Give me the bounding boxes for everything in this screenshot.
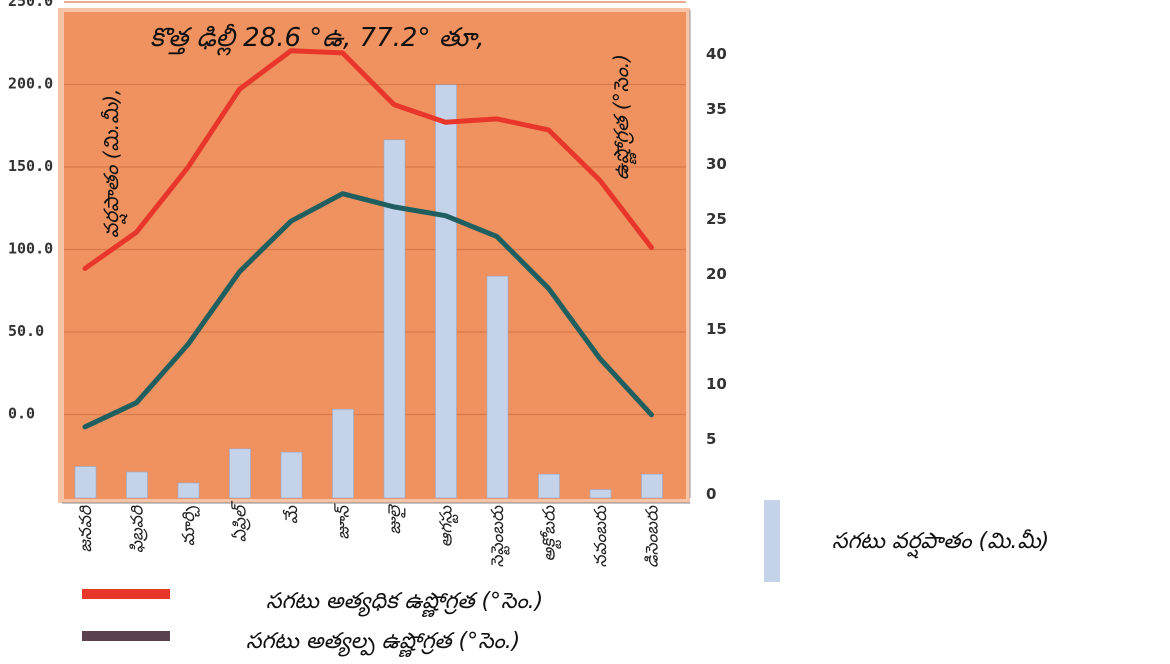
rain-bar	[75, 467, 96, 499]
legend-swatch-max-temp	[82, 589, 170, 599]
rain-bar	[281, 452, 302, 498]
right-tick-label: 10	[706, 375, 727, 393]
right-tick-label: 5	[706, 430, 716, 448]
right-tick-label: 25	[706, 210, 727, 228]
rain-bar	[384, 140, 405, 498]
rain-bar	[539, 474, 560, 498]
right-tick-label: 35	[706, 100, 727, 118]
left-tick-label: 150.0	[8, 157, 53, 175]
rain-bar	[590, 490, 611, 498]
month-label: మార్చి	[179, 506, 200, 546]
legend: సగటు వర్షపాతం (మి.మీ) సగటు అత్యధిక ఉష్ణోగ…	[82, 500, 1049, 658]
rain-bar	[230, 449, 251, 498]
rain-bar	[178, 483, 199, 498]
plot-area	[58, 2, 690, 503]
month-label: సెప్టెంబరు	[488, 505, 510, 567]
rain-bar	[436, 85, 457, 498]
right-tick-label: 0	[706, 485, 716, 503]
rain-bar	[487, 276, 508, 498]
left-tick-label: 100.0	[8, 240, 53, 258]
rain-bar	[333, 409, 354, 498]
right-tick-label: 20	[706, 265, 727, 283]
legend-label-max-temp: సగటు అత్యధిక ఉష్ణోగ్రత (°సెం.)	[266, 589, 543, 618]
month-label: జూన్	[334, 503, 354, 540]
right-axis-title: ఉష్ణోగ్రత (°సెం.)	[609, 54, 637, 180]
month-label: ఫిబ్రవరి	[128, 505, 148, 553]
right-tick-label: 30	[706, 155, 727, 173]
rain-bar	[127, 472, 148, 498]
month-label: జులై	[385, 504, 406, 534]
month-label: అక్టోబరు	[540, 505, 562, 562]
right-tick-label: 40	[706, 45, 727, 63]
month-label: నవంబరు	[591, 505, 611, 567]
right-tick-label: 15	[706, 320, 727, 338]
legend-swatch-min-temp	[82, 631, 170, 641]
left-tick-label: 250.0	[8, 0, 53, 10]
left-tick-label: 200.0	[8, 75, 53, 93]
legend-label-rain: సగటు వర్షపాతం (మి.మీ)	[832, 529, 1049, 559]
month-label: డిసెంబరు	[643, 505, 663, 568]
month-label: జనవరి	[76, 505, 96, 552]
month-label: మే	[282, 505, 302, 524]
legend-swatch-rain	[764, 500, 780, 582]
chart-title: కొత్త ఢిల్లీ 28.6 °ఉ, 77.2° తూ,	[150, 23, 485, 56]
legend-label-min-temp: సగటు అత్యల్ప ఉష్ణోగ్రత (°సెం.)	[246, 629, 520, 658]
rain-bar	[642, 474, 663, 498]
month-label: ఆగస్టు	[437, 505, 459, 547]
left-tick-label: 50.0	[8, 322, 44, 340]
month-label: ఏప్రిల్	[231, 500, 251, 542]
left-tick-label: 0.0	[8, 405, 35, 423]
